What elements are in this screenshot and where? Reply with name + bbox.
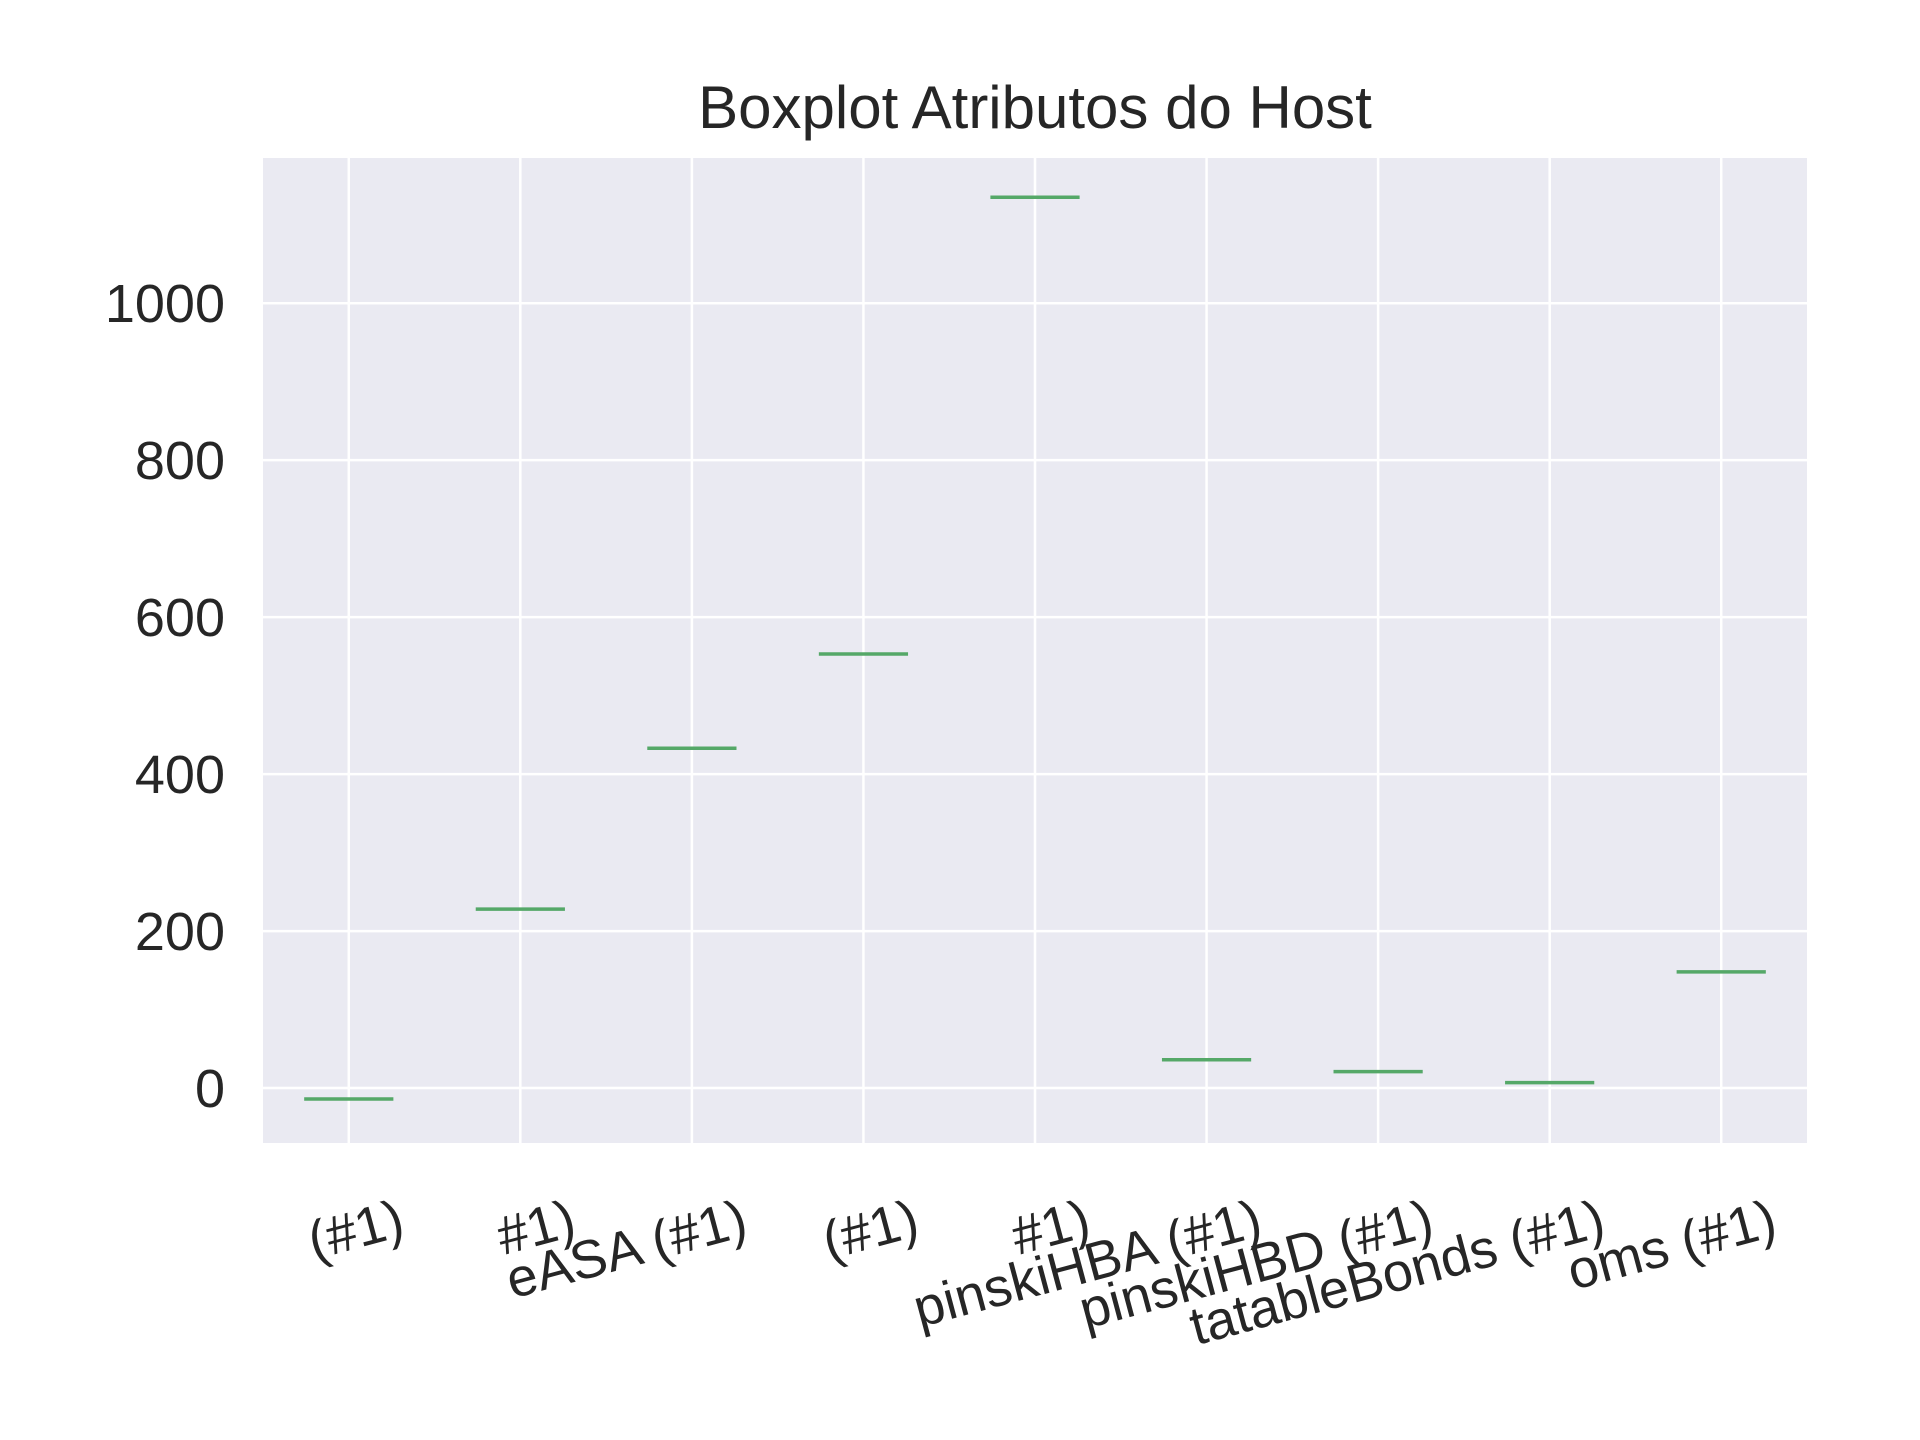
y-tick-label: 200 bbox=[135, 902, 225, 962]
grid-layer bbox=[263, 158, 1807, 1143]
y-tick-label: 600 bbox=[135, 588, 225, 648]
chart-title: Boxplot Atributos do Host bbox=[698, 74, 1372, 141]
y-tick-label: 1000 bbox=[105, 274, 225, 334]
y-tick-label: 0 bbox=[195, 1059, 225, 1119]
y-tick-labels: 0 200 400 600 800 1000 bbox=[105, 274, 225, 1119]
y-tick-label: 400 bbox=[135, 745, 225, 805]
y-tick-label: 800 bbox=[135, 431, 225, 491]
x-tick-label: (#1) bbox=[816, 1189, 924, 1272]
x-tick-label: (#1) bbox=[302, 1189, 410, 1272]
x-tick-labels: (#1) #1)eASA (#1) (#1) #1)pinskiHBA (#1)pin… bbox=[302, 1189, 1783, 1357]
mark-layer bbox=[304, 195, 1766, 1101]
